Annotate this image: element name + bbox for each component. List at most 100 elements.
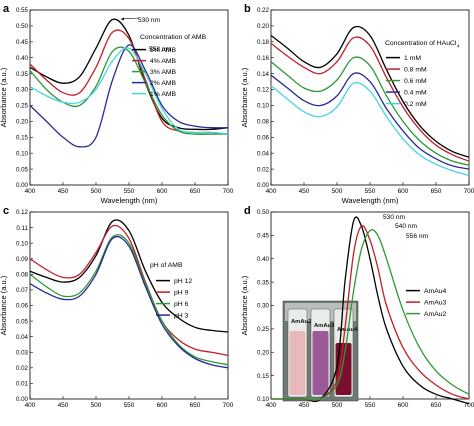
series-line-3 [29,44,229,148]
x-tick-label: 500 [91,402,102,409]
legend-label-4: 0.2 mM [404,101,427,108]
x-tick-label: 400 [266,188,277,195]
y-tick-label: 0.07 [16,287,29,294]
legend-title: Concentration of HAuCl [385,40,457,47]
y-tick-label: 0.35 [257,279,270,286]
y-tick-label: 0.12 [16,209,29,216]
annotation-arrowhead [121,17,124,21]
vial-liquid [335,343,352,395]
x-tick-label: 550 [365,402,376,409]
y-tick-label: 0.55 [16,7,29,14]
inset-label: AmAu3 [314,323,335,329]
legend-label-2: 0.6 mM [404,78,427,85]
y-axis-label: Absorbance (a.u.) [240,275,249,335]
y-tick-label: 0.40 [16,55,29,62]
x-tick-label: 500 [91,188,102,195]
y-tick-label: 0.20 [257,349,270,356]
x-tick-label: 500 [332,402,343,409]
legend-label-3: pH 3 [174,313,189,320]
y-tick-label: 0.20 [16,119,29,126]
series-line-2 [270,56,470,166]
x-tick-label: 550 [365,188,376,195]
y-tick-label: 0.15 [257,373,270,380]
y-tick-label: 0.30 [257,303,270,310]
legend-label-1: 0.8 mM [404,67,427,74]
y-tick-label: 0.22 [257,7,270,14]
y-tick-label: 0.15 [16,134,29,141]
peak-annotation: 530 nm [383,214,406,221]
x-axis-label: Wavelength (nm) [342,196,399,205]
x-tick-label: 550 [124,188,135,195]
y-tick-label: 0.14 [257,71,270,78]
series-line-0 [270,216,470,405]
y-tick-label: 0.06 [257,134,270,141]
series-line-3 [270,72,470,170]
y-axis-label: Absorbance (a.u.) [240,67,249,127]
panel-letter-d: d [244,205,251,217]
series-line-2 [270,229,470,401]
y-tick-label: 0.45 [257,233,270,240]
panel-letter-b: b [244,3,251,15]
x-tick-label: 450 [299,188,310,195]
y-tick-label: 0.40 [257,256,270,263]
legend-label-2: pH 6 [174,301,189,308]
y-tick-label: 0.02 [16,365,29,372]
y-axis-label: Absorbance (a.u.) [0,275,8,335]
x-tick-label: 550 [124,402,135,409]
y-axis-label: Absorbance (a.u.) [0,67,8,127]
y-tick-label: 0.30 [16,87,29,94]
y-tick-label: 0.04 [16,334,29,341]
x-tick-label: 700 [223,188,234,195]
peak-annotation: 556 nm [406,233,429,240]
series-line-3 [29,235,229,369]
y-tick-label: 0.50 [257,209,270,216]
peak-annotation: 530 nm [138,17,161,24]
y-tick-label: 0.06 [16,303,29,310]
x-tick-label: 650 [190,188,201,195]
series-line-1 [29,224,229,357]
x-tick-label: 650 [190,402,201,409]
inset-label: AmAu2 [291,319,311,325]
legend-label-1: 4% AMB [150,58,177,65]
x-tick-label: 700 [464,402,474,409]
panel-letter-a: a [3,3,10,15]
x-tick-label: 700 [464,188,474,195]
series-line-2 [29,234,229,366]
y-tick-label: 0.12 [257,87,270,94]
x-tick-label: 600 [157,188,168,195]
y-tick-label: 0.50 [16,23,29,30]
x-tick-label: 450 [58,402,69,409]
x-tick-label: 400 [266,402,277,409]
series-line-0 [270,25,470,158]
y-tick-label: 0.08 [257,119,270,126]
vial-liquid [312,331,329,395]
series-line-0 [29,219,229,333]
series-line-1 [270,36,470,162]
x-tick-label: 450 [58,188,69,195]
chart-c: 400 450 500 550 600 650 700 0.00 0.01 0.02 0.03 0.0… [0,209,234,409]
x-tick-label: 400 [25,188,36,195]
x-tick-label: 650 [431,402,442,409]
series-line-0 [29,18,229,131]
legend-label-2: AmAu2 [424,311,447,318]
plot-frame [270,9,470,186]
legend-label-0: AmAu4 [424,288,447,295]
y-tick-label: 0.00 [16,396,29,403]
chart-b: 400 450 500 550 600 650 700 0.00 0.02 0.04 0.06 0.0… [240,7,474,205]
y-tick-label: 0.16 [257,55,270,62]
y-tick-label: 0.45 [16,39,29,46]
inset-label: AmAu4 [337,327,358,333]
y-tick-label: 0.35 [16,71,29,78]
y-tick-label: 0.18 [257,39,270,46]
y-tick-label: 0.25 [16,103,29,110]
legend-label-2: 3% AMB [150,69,177,76]
legend-label-0: 5% AMB [150,47,177,54]
y-tick-label: 0.05 [16,166,29,173]
series-line-4 [29,47,229,135]
y-tick-label: 0.04 [257,150,270,157]
x-tick-label: 700 [223,402,234,409]
x-tick-label: 450 [299,402,310,409]
legend-label-4: 1% AMB [150,91,177,98]
y-tick-label: 0.20 [257,23,270,30]
y-tick-label: 0.05 [16,318,29,325]
